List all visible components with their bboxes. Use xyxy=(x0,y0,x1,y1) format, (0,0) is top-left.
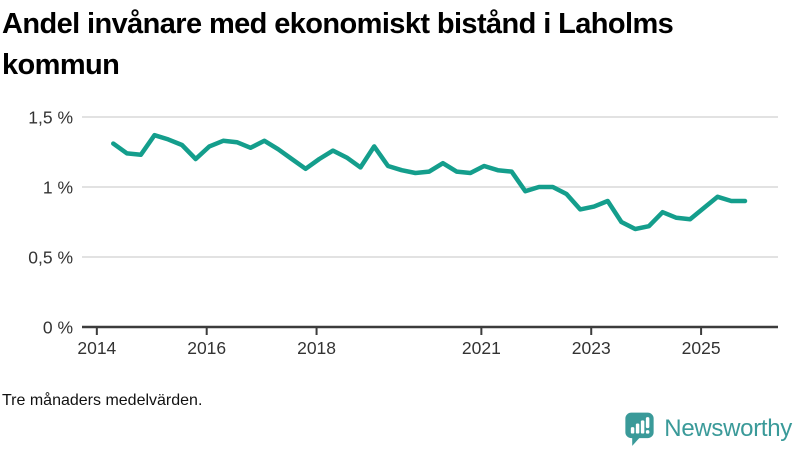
x-tick-label: 2014 xyxy=(77,338,116,358)
chart-footnote: Tre månaders medelvärden. xyxy=(2,392,203,409)
data-line xyxy=(111,132,748,232)
y-tick-label: 0 % xyxy=(43,318,73,338)
x-tick-label: 2016 xyxy=(187,338,226,358)
x-tick-label: 2025 xyxy=(682,338,721,358)
newsworthy-wordmark: Newsworthy xyxy=(664,415,792,442)
newsworthy-logo[interactable]: Newsworthy xyxy=(624,411,792,447)
page-title-line1: Andel invånare med ekonomiskt bistånd i … xyxy=(2,8,674,40)
x-tick-label: 2018 xyxy=(297,338,336,358)
chart-canvas: 0 % 0,5 % 1 % 1,5 % 2014 2016 2018 2021 2023 2025 xyxy=(28,108,778,358)
page-title-line2: kommun xyxy=(2,49,120,82)
page-title: Andel invånare med ekonomiskt bistånd i … xyxy=(2,4,798,86)
y-tick-label: 0,5 % xyxy=(28,248,73,268)
x-tick-label: 2023 xyxy=(572,338,611,358)
newsworthy-icon xyxy=(625,412,654,446)
chart-area: 0 % 0,5 % 1 % 1,5 % 2014 2016 2018 2021 2023 2025 xyxy=(28,108,778,358)
y-tick-label: 1,5 % xyxy=(28,108,73,128)
x-tick-label: 2021 xyxy=(462,338,501,358)
y-tick-label: 1 % xyxy=(43,178,73,198)
